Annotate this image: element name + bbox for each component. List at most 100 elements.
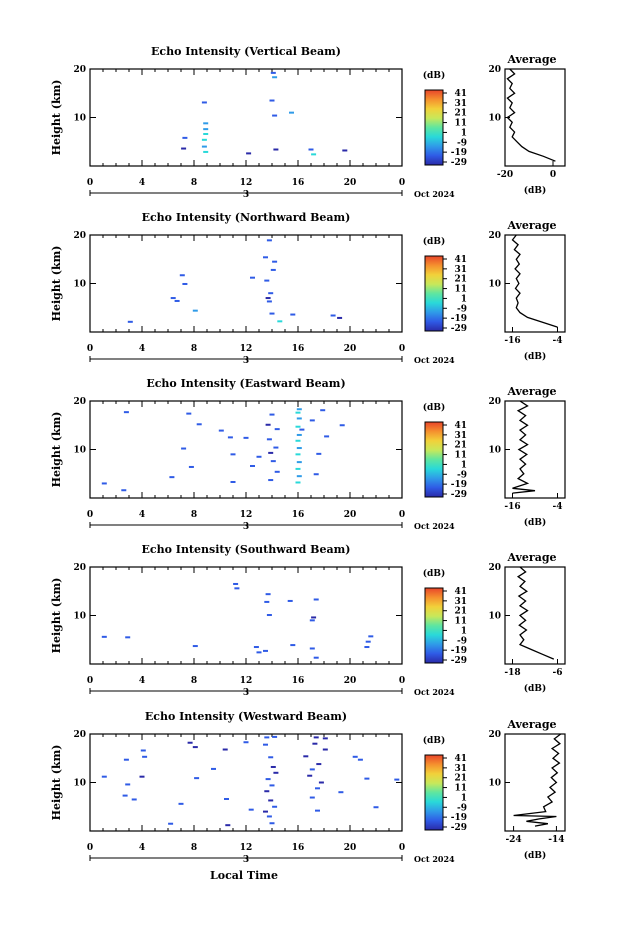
x-tick-label: 0 <box>87 178 93 188</box>
x-tick-label: 0 <box>399 510 405 520</box>
x-tick-label: 12 <box>240 510 253 520</box>
echo-cell <box>263 810 268 813</box>
echo-cell <box>196 423 202 426</box>
echo-cell <box>178 802 184 805</box>
panel-title: Echo Intensity (Northward Beam) <box>142 211 351 224</box>
echo-cell <box>309 768 315 771</box>
echo-cell <box>233 582 239 585</box>
colorbar-tick-label: -9 <box>457 803 467 813</box>
average-title: Average <box>506 219 556 232</box>
echo-cell <box>227 436 233 439</box>
colorbar-tick-label: 21 <box>454 607 467 617</box>
echo-cell <box>339 424 345 427</box>
y-axis-label: Height (km) <box>50 246 63 322</box>
y-axis-label: Height (km) <box>50 80 63 156</box>
echo-cell <box>337 316 343 319</box>
average-y-tick-label: 20 <box>488 563 501 573</box>
echo-cell <box>222 748 228 751</box>
echo-cell <box>265 297 271 300</box>
echo-cell <box>295 481 301 484</box>
average-x-tick-label: -6 <box>553 668 563 678</box>
echo-cell <box>268 479 274 482</box>
echo-cell <box>263 649 268 652</box>
colorbar-tick-label: 11 <box>454 617 467 627</box>
echo-cell <box>243 741 249 744</box>
x-tick-label: 4 <box>139 344 145 354</box>
echo-cell <box>211 767 216 770</box>
x-tick-label: 8 <box>191 676 197 686</box>
colorbar-tick-label: -19 <box>451 480 467 490</box>
colorbar-tick-label: 21 <box>454 109 467 119</box>
date-label: Oct 2024 <box>414 854 455 864</box>
echo-cell <box>352 755 358 758</box>
panel-title: Echo Intensity (Westward Beam) <box>145 710 347 723</box>
colorbar-tick-label: 31 <box>454 597 467 607</box>
echo-cell <box>272 805 278 808</box>
average-title: Average <box>506 718 556 731</box>
x-tick-label: 8 <box>191 510 197 520</box>
echo-cell <box>266 614 272 617</box>
echo-cell <box>131 798 137 801</box>
echo-cell <box>263 256 268 259</box>
colorbar-tick-label: 21 <box>454 441 467 451</box>
echo-cell <box>181 147 187 150</box>
echo-cell <box>266 438 272 441</box>
echo-cell <box>179 274 185 277</box>
echo-cell <box>295 467 301 470</box>
x-tick-label: 0 <box>87 510 93 520</box>
echo-cell <box>373 806 379 809</box>
echo-cell <box>316 763 322 766</box>
x-tick-label: 8 <box>191 843 197 853</box>
colorbar-tick-label: -9 <box>457 470 467 480</box>
average-frame <box>504 234 566 333</box>
average-frame <box>504 400 566 499</box>
echo-cell <box>188 465 194 468</box>
average-y-tick-label: 10 <box>488 114 501 124</box>
echo-cell <box>322 748 328 751</box>
echo-cell <box>274 470 280 473</box>
echo-cell <box>263 743 268 746</box>
echo-cell <box>295 439 301 442</box>
y-tick-label: 20 <box>73 397 86 407</box>
average-x-tick-label: -4 <box>553 336 563 346</box>
x-axis-label: Local Time <box>210 869 278 882</box>
colorbar <box>424 754 444 831</box>
echo-cell <box>225 824 231 827</box>
plot-frame <box>89 234 403 333</box>
date-label: Oct 2024 <box>414 521 455 531</box>
x-tick-label: 4 <box>139 843 145 853</box>
day-marker: 3 <box>243 356 249 366</box>
echo-cell <box>181 447 187 450</box>
echo-cell <box>125 783 131 786</box>
x-tick-label: 4 <box>139 178 145 188</box>
echo-cell <box>324 435 330 438</box>
x-tick-label: 12 <box>240 843 253 853</box>
echo-cell <box>269 99 275 102</box>
echo-cell <box>316 452 322 455</box>
echo-cell <box>142 755 148 758</box>
colorbar-tick-label: -9 <box>457 304 467 314</box>
colorbar-tick-label: 1 <box>461 294 467 304</box>
x-tick-label: 0 <box>399 676 405 686</box>
x-tick-label: 0 <box>399 178 405 188</box>
echo-cell <box>273 446 279 449</box>
plot-frame <box>89 733 403 832</box>
echo-cell <box>273 771 279 774</box>
echo-cell <box>264 790 270 793</box>
echo-cell <box>273 148 279 151</box>
echo-cell <box>186 412 192 415</box>
colorbar-tick-label: 11 <box>454 285 467 295</box>
y-tick-label: 10 <box>73 114 86 124</box>
echo-cell <box>264 736 270 739</box>
echo-cell <box>364 646 370 649</box>
echo-cell <box>269 312 275 315</box>
echo-cell <box>201 101 207 104</box>
colorbar-tick-label: -9 <box>457 138 467 148</box>
colorbar-title: (dB) <box>423 70 445 81</box>
colorbar-title: (dB) <box>423 568 445 579</box>
echo-cell <box>169 476 175 479</box>
colorbar-tick-label: -29 <box>451 324 467 334</box>
echo-cell <box>269 822 275 825</box>
average-profile-line <box>506 68 556 162</box>
